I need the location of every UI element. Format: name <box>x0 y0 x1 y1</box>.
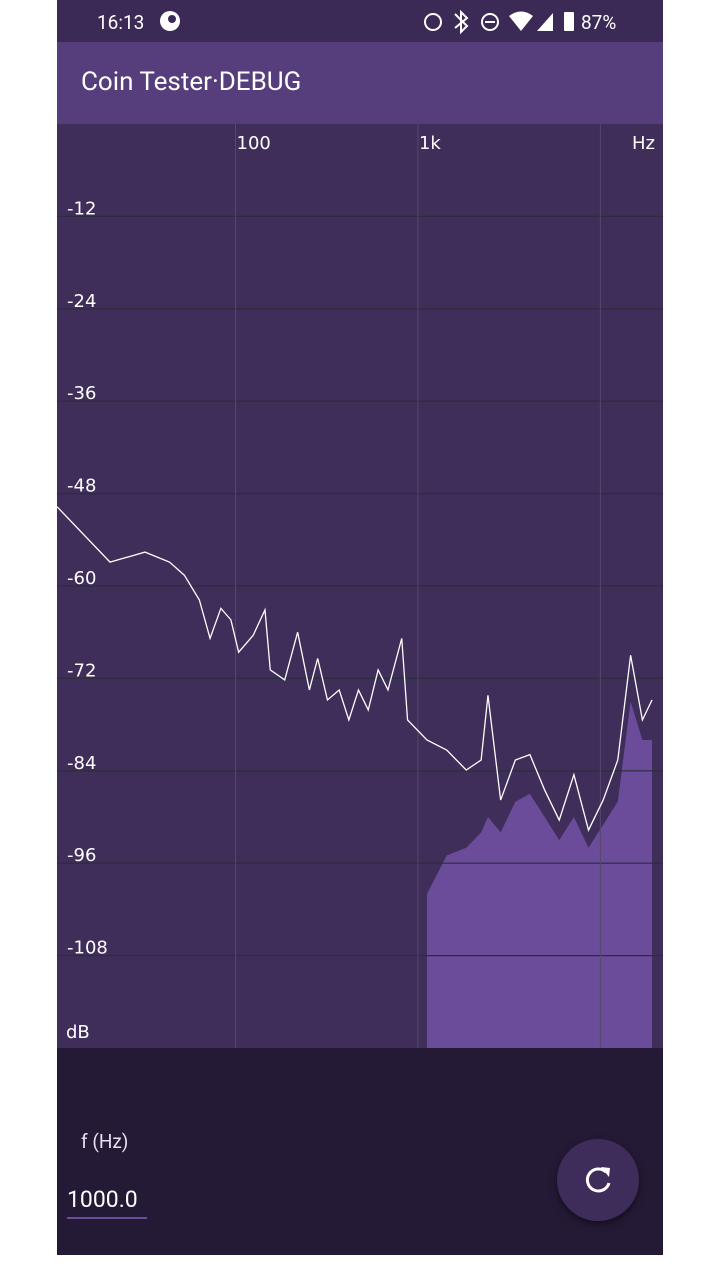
x-axis-label: Hz <box>632 133 655 154</box>
status-icons <box>160 9 574 35</box>
clock: 16:13 <box>97 11 145 34</box>
y-tick-label: -72 <box>67 660 96 681</box>
spectrum-line <box>57 506 653 832</box>
refresh-icon <box>585 1167 611 1193</box>
y-tick-label: -48 <box>67 476 96 497</box>
y-tick-label: -24 <box>67 291 96 312</box>
y-tick-label: -36 <box>67 383 96 404</box>
y-tick-label: -108 <box>67 938 108 959</box>
y-tick-label: -60 <box>67 568 96 589</box>
x-tick-label: 100 <box>237 133 271 154</box>
status-bar: 16:13 87% <box>57 0 663 42</box>
y-axis-label: dB <box>66 1022 90 1043</box>
battery-level: 87% <box>581 11 617 34</box>
x-tick-label: 1k <box>419 133 441 154</box>
frequency-label: f (Hz) <box>81 1130 129 1153</box>
spectrum-area <box>426 701 653 1048</box>
app-title: Coin Tester·DEBUG <box>81 67 302 97</box>
y-tick-label: -84 <box>67 753 96 774</box>
frequency-input[interactable]: 1000.0 <box>67 1186 147 1219</box>
y-tick-label: -96 <box>67 845 96 866</box>
y-tick-label: -12 <box>67 198 96 219</box>
app-bar: Coin Tester·DEBUG <box>57 42 663 124</box>
spectrum-chart: -12 -24 -36 -48 -60 -72 -84 -96 -108 100 1k Hz dB <box>57 124 663 1048</box>
phone-screen: -12 -24 -36 -48 -60 -72 -84 -96 -108 100 1k Hz dB 16… <box>57 0 663 1255</box>
refresh-button[interactable] <box>557 1139 639 1221</box>
